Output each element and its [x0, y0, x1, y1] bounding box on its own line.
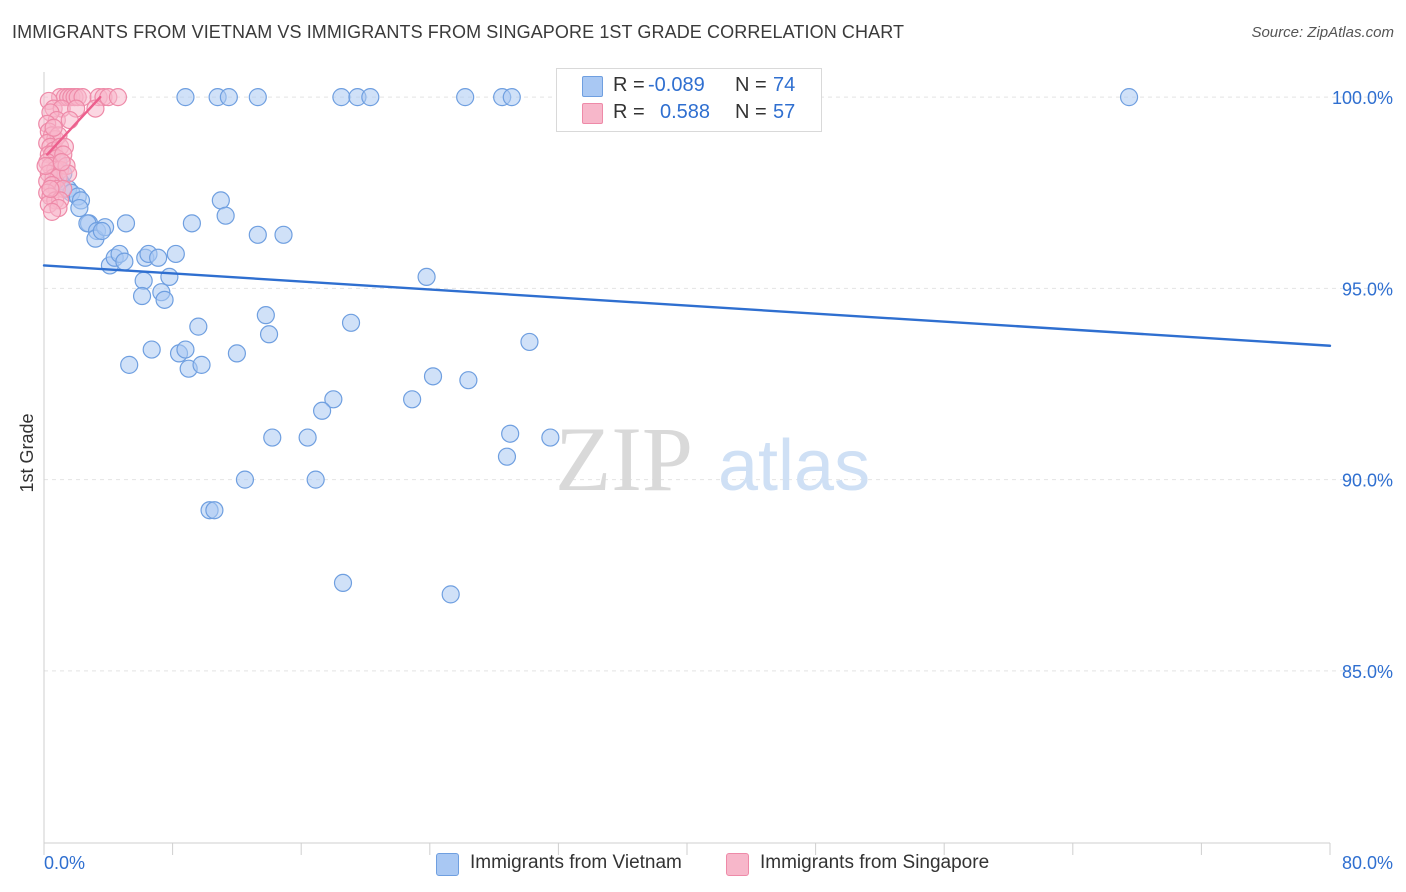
vietnam-point: [312, 401, 332, 420]
vietnam-point: [142, 340, 161, 359]
vietnam-point: [189, 317, 208, 336]
vietnam-point: [497, 447, 517, 466]
singapore-trend-line: [46, 95, 102, 156]
vietnam-point: [192, 355, 211, 374]
data-points: [36, 88, 1139, 604]
singapore-swatch: [582, 103, 603, 124]
x-tick-label-right: 80.0%: [1342, 853, 1393, 873]
vietnam-point: [134, 271, 153, 290]
legend: Immigrants from Vietnam Immigrants from …: [0, 850, 1406, 878]
stats-box: R = -0.089 N = 74 R = 0.588 N = 57: [556, 68, 822, 132]
singapore-point: [86, 99, 105, 118]
y-axis-label: 1st Grade: [17, 413, 37, 492]
r-label: R =: [613, 101, 645, 123]
vietnam-point: [520, 332, 539, 352]
y-tick-label: 95.0%: [1342, 279, 1393, 299]
tick-labels: 85.0% 90.0% 95.0% 100.0% 0.0% 80.0%: [44, 88, 1393, 873]
vietnam-point: [298, 428, 317, 447]
vietnam-point: [541, 428, 560, 447]
vietnam-point: [259, 325, 279, 344]
singapore-legend-swatch: [726, 853, 749, 876]
watermark-zip: ZIP: [555, 408, 693, 510]
singapore-point: [44, 118, 63, 137]
vietnam-point: [306, 470, 325, 489]
singapore-point: [108, 88, 128, 107]
singapore-point: [42, 202, 62, 221]
n-value: 57: [773, 101, 796, 123]
singapore-point: [36, 156, 55, 176]
vietnam-point: [441, 585, 460, 604]
vietnam-point: [256, 306, 275, 325]
vietnam-point: [166, 244, 185, 264]
vietnam-point: [160, 267, 179, 286]
vietnam-point: [176, 340, 195, 359]
gridlines: [44, 96, 1392, 672]
chart-title: IMMIGRANTS FROM VIETNAM VS IMMIGRANTS FR…: [12, 22, 905, 42]
watermark-atlas: atlas: [718, 426, 870, 506]
vietnam-point: [417, 267, 436, 286]
singapore-point: [41, 179, 60, 199]
vietnam-point: [459, 371, 478, 390]
vietnam-point: [423, 367, 443, 386]
trend-lines: [42, 95, 1332, 347]
r-value: -0.089: [648, 74, 705, 96]
legend-label-singapore: Immigrants from Singapore: [760, 852, 990, 873]
legend-label-vietnam: Immigrants from Vietnam: [470, 852, 682, 873]
vietnam-point: [333, 573, 353, 593]
vietnam-point: [92, 221, 111, 241]
vietnam-point: [456, 88, 475, 107]
vietnam-point: [227, 344, 246, 363]
vietnam-point: [205, 501, 224, 520]
n-label: N =: [735, 101, 767, 123]
singapore-point: [60, 110, 79, 130]
vietnam-point: [211, 191, 230, 210]
vietnam-point: [248, 225, 267, 244]
vietnam-point: [116, 214, 136, 233]
y-tick-label: 85.0%: [1342, 662, 1393, 682]
source-label: Source: ZipAtlas.com: [1251, 24, 1394, 41]
n-value: 74: [773, 74, 796, 96]
vietnam-point: [502, 88, 521, 107]
vietnam-point: [176, 88, 195, 107]
vietnam-trend-line: [42, 264, 1332, 347]
vietnam-point: [70, 198, 89, 218]
singapore-point: [52, 153, 71, 172]
vietnam-point: [1119, 88, 1139, 107]
vietnam-point: [235, 470, 255, 489]
vietnam-point: [403, 390, 422, 409]
vietnam-point: [324, 390, 343, 409]
vietnam-point: [248, 88, 267, 107]
vietnam-point: [219, 88, 238, 107]
vietnam-point: [341, 313, 361, 332]
vietnam-point: [263, 428, 282, 447]
n-label: N =: [735, 74, 767, 96]
vietnam-point: [182, 214, 201, 233]
r-value: 0.588: [660, 101, 711, 123]
y-tick-label: 90.0%: [1342, 471, 1393, 491]
x-tick-label-left: 0.0%: [44, 853, 85, 873]
vietnam-point: [149, 248, 168, 267]
vietnam-point: [216, 206, 235, 225]
vietnam-point: [332, 88, 351, 107]
y-tick-label: 100.0%: [1332, 88, 1393, 108]
vietnam-swatch: [582, 76, 603, 97]
vietnam-point: [120, 355, 139, 374]
r-label: R =: [613, 74, 645, 96]
vietnam-point: [115, 252, 134, 271]
vietnam-point: [274, 225, 293, 244]
vietnam-point: [361, 88, 380, 107]
vietnam-point: [501, 424, 520, 443]
vietnam-point: [132, 286, 152, 306]
vietnam-point: [155, 290, 174, 309]
vietnam-legend-swatch: [436, 853, 459, 876]
